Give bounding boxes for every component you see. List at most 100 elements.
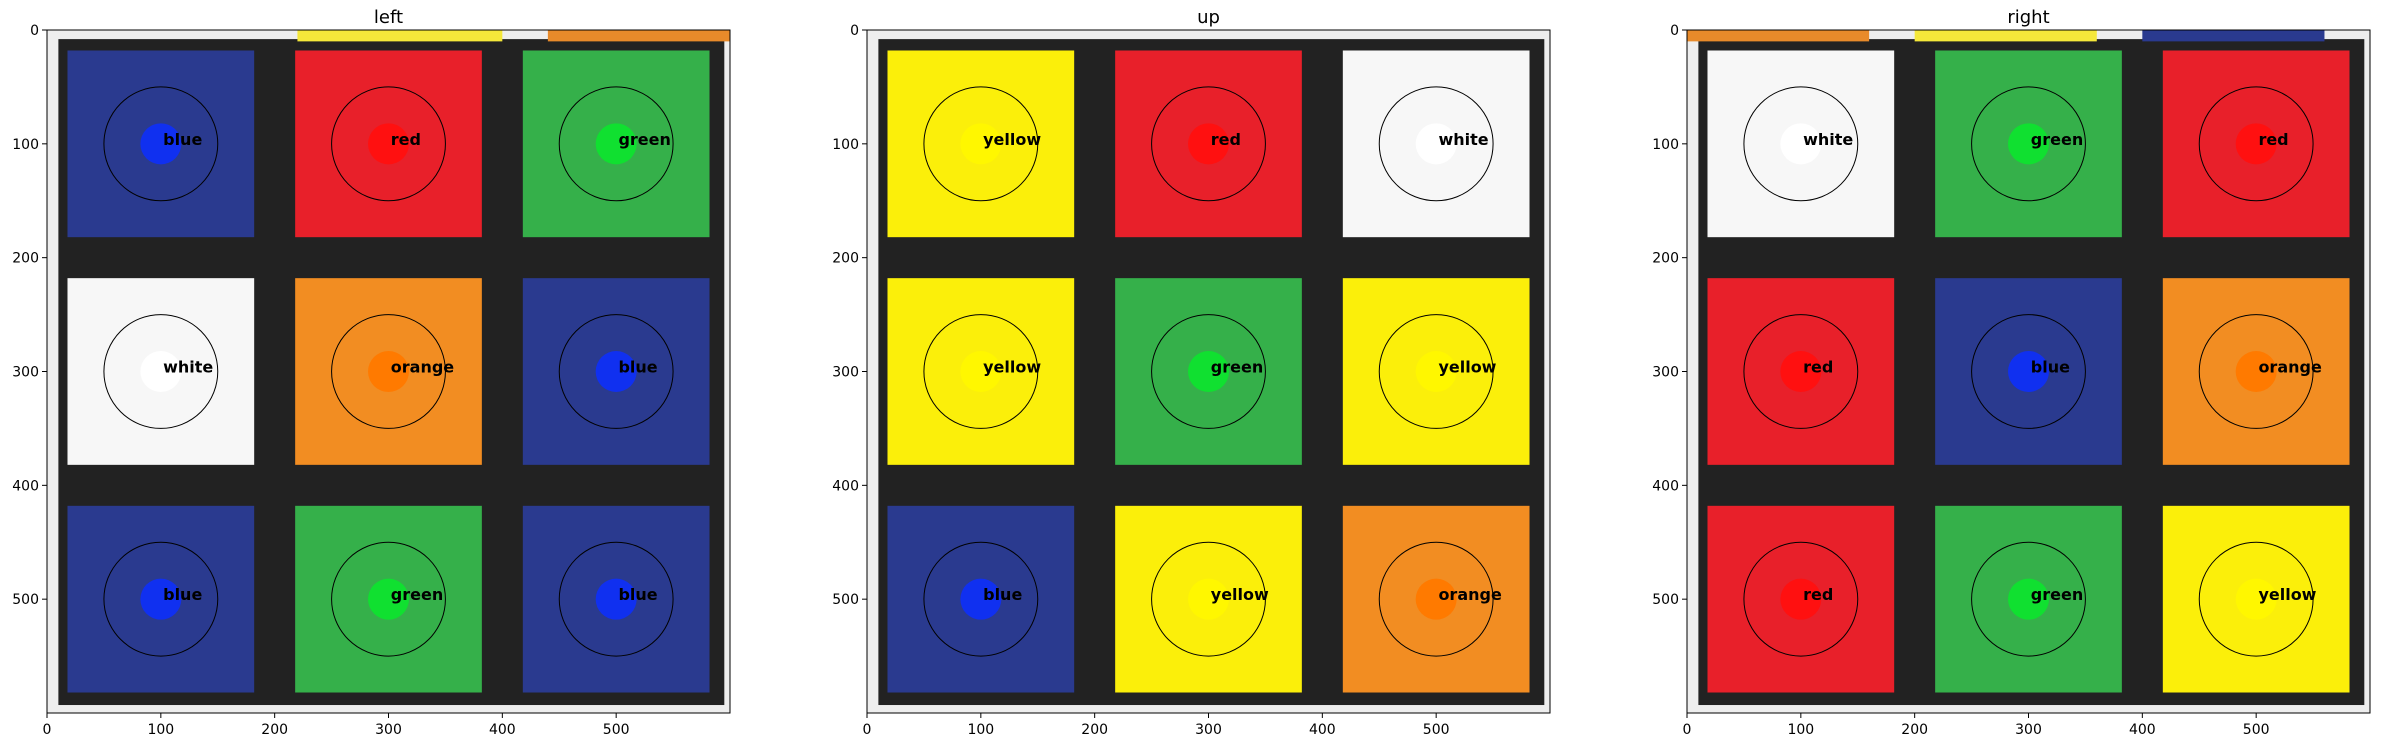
sticker-yellow: yellow <box>887 278 1075 465</box>
sticker-label: blue <box>163 130 202 149</box>
edge-strip <box>1687 30 1870 42</box>
x-tick-label: 500 <box>603 722 630 738</box>
sticker-label: blue <box>983 585 1022 604</box>
x-tick-label: 500 <box>2243 722 2270 738</box>
detection-circle <box>103 314 219 429</box>
center-dot <box>595 578 637 620</box>
sticker-blue: blue <box>522 505 710 693</box>
sticker-label: yellow <box>983 130 1041 149</box>
y-tick-label: 400 <box>832 478 859 494</box>
y-tick-label: 0 <box>1670 23 1679 39</box>
y-tick-label: 100 <box>12 137 39 153</box>
center-dot <box>960 351 1002 392</box>
sticker-label: white <box>1438 130 1488 149</box>
edge-strip <box>1914 30 2097 42</box>
sticker-orange: orange <box>295 278 482 465</box>
center-dot <box>1415 578 1457 620</box>
sticker-red: red <box>1115 50 1302 238</box>
sticker-label: white <box>163 358 213 377</box>
detection-circle <box>923 86 1039 202</box>
center-dot <box>2235 578 2277 620</box>
x-tick-label: 400 <box>2129 722 2156 738</box>
edge-strip <box>547 30 730 42</box>
x-tick-label: 300 <box>1195 722 1222 738</box>
sticker-label: blue <box>2031 358 2070 377</box>
panel-right: right white green red red blue orange red green y… <box>1652 7 2371 738</box>
sticker-blue: blue <box>67 50 255 238</box>
center-dot <box>140 123 182 165</box>
detection-circle <box>1971 541 2086 657</box>
center-dot <box>1780 578 1822 620</box>
sticker-yellow: yellow <box>1342 278 1530 465</box>
detection-circle <box>103 86 219 202</box>
sticker-label: orange <box>1438 585 1502 604</box>
sticker-yellow: yellow <box>887 50 1075 238</box>
sticker-green: green <box>1115 278 1302 465</box>
x-tick-label: 0 <box>43 722 52 738</box>
panel-title: right <box>2007 7 2049 28</box>
sticker-label: white <box>1803 130 1853 149</box>
center-dot <box>2008 578 2049 620</box>
x-tick-label: 200 <box>1901 722 1928 738</box>
y-tick-label: 200 <box>832 251 859 267</box>
sticker-label: green <box>618 130 670 149</box>
detection-circle <box>923 541 1039 657</box>
image-area: blue red green white orange blue blue green blue <box>47 30 730 713</box>
panel-left: left blue red green white orange blue blue green… <box>12 7 731 738</box>
x-tick-label: 400 <box>489 722 516 738</box>
center-dot <box>2008 351 2049 392</box>
center-dot <box>595 123 637 165</box>
sticker-blue: blue <box>1935 278 2122 465</box>
sticker-label: yellow <box>983 358 1041 377</box>
detection-circle <box>2198 541 2314 657</box>
sticker-blue: blue <box>887 505 1075 693</box>
detection-circle <box>1151 314 1266 429</box>
sticker-label: green <box>2031 585 2083 604</box>
sticker-label: red <box>1211 130 1241 149</box>
y-tick-label: 0 <box>850 23 859 39</box>
panel-title: left <box>374 7 403 28</box>
x-tick-label: 100 <box>147 722 174 738</box>
center-dot <box>1780 123 1822 165</box>
edge-strip <box>297 30 503 42</box>
center-dot <box>2008 123 2049 165</box>
detection-circle <box>103 541 219 657</box>
sticker-white: white <box>1707 50 1895 238</box>
sticker-red: red <box>1707 505 1895 693</box>
y-tick-label: 300 <box>1652 365 1679 381</box>
panel-title: up <box>1197 7 1220 28</box>
center-dot <box>368 351 409 392</box>
sticker-label: orange <box>391 358 455 377</box>
center-dot <box>1415 351 1457 392</box>
sticker-label: orange <box>2258 358 2322 377</box>
detection-circle <box>2198 314 2314 429</box>
y-tick-label: 500 <box>12 592 39 608</box>
detection-circle <box>1378 314 1494 429</box>
sticker-red: red <box>2162 50 2350 238</box>
edge-strip <box>2142 30 2325 42</box>
center-dot <box>368 123 409 165</box>
detection-circle <box>1743 86 1859 202</box>
y-tick-label: 500 <box>1652 592 1679 608</box>
sticker-red: red <box>1707 278 1895 465</box>
sticker-white: white <box>1342 50 1530 238</box>
detection-circle <box>1743 314 1859 429</box>
y-tick-label: 200 <box>1652 251 1679 267</box>
detection-circle <box>1971 314 2086 429</box>
sticker-green: green <box>1935 50 2122 238</box>
y-tick-label: 0 <box>30 23 39 39</box>
sticker-green: green <box>295 505 482 693</box>
sticker-label: blue <box>618 358 657 377</box>
x-tick-label: 100 <box>967 722 994 738</box>
sticker-label: yellow <box>1438 358 1496 377</box>
sticker-label: green <box>391 585 443 604</box>
y-tick-label: 100 <box>1652 137 1679 153</box>
y-tick-label: 500 <box>832 592 859 608</box>
detection-circle <box>923 314 1039 429</box>
detection-circle <box>1743 541 1859 657</box>
center-dot <box>960 578 1002 620</box>
center-dot <box>960 123 1002 165</box>
sticker-label: red <box>391 130 421 149</box>
y-tick-label: 400 <box>1652 478 1679 494</box>
detection-circle <box>558 86 674 202</box>
